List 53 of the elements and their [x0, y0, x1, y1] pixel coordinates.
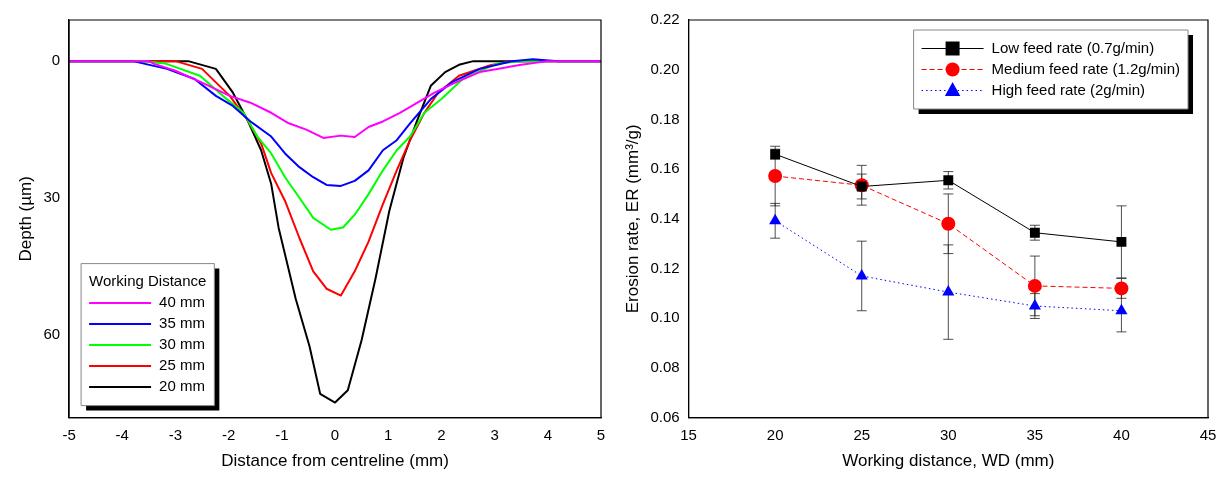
legend-label: 40 mm — [159, 293, 205, 311]
x-tick-label: -4 — [115, 425, 129, 443]
legend-title: Working Distance — [89, 272, 207, 290]
y-tick-label: 0.12 — [650, 258, 680, 276]
y-tick-label: 0.20 — [650, 59, 680, 77]
point — [1027, 278, 1042, 293]
y-tick-label: 0.18 — [650, 109, 680, 127]
x-tick-label: 45 — [1199, 425, 1217, 443]
x-tick-label: 1 — [384, 425, 393, 443]
x-tick-label: 40 — [1113, 425, 1130, 443]
point — [941, 216, 956, 231]
y-axis-title: Depth (µm) — [15, 176, 35, 262]
x-axis-title: Distance from centreline (mm) — [221, 451, 449, 471]
y-tick-label: 0 — [51, 51, 61, 69]
x-tick-label: 35 — [1026, 425, 1044, 443]
x-tick-label: 4 — [543, 425, 552, 443]
y-tick-label: 0.22 — [650, 10, 680, 28]
legend-label: Low feed rate (0.7g/min) — [991, 38, 1155, 56]
point — [942, 285, 955, 296]
x-tick-label: 20 — [766, 425, 784, 443]
x-tick-label: 15 — [680, 425, 697, 443]
x-tick-label: -3 — [168, 425, 183, 443]
x-tick-label: -1 — [275, 425, 289, 443]
legend-label: 20 mm — [159, 377, 205, 395]
y-tick-label: 0.06 — [650, 407, 680, 425]
legend-label: Medium feed rate (1.2g/min) — [991, 59, 1181, 77]
y-tick-label: 0.10 — [650, 308, 680, 326]
legend-label: 25 mm — [159, 356, 205, 374]
legend-label: 35 mm — [159, 314, 205, 332]
point — [943, 175, 954, 186]
x-tick-label: 30 — [939, 425, 957, 443]
x-tick-label: 2 — [437, 425, 446, 443]
x-tick-label: 0 — [330, 425, 340, 443]
y-tick-label: 0.08 — [650, 358, 680, 376]
y-tick-label: 0.16 — [650, 159, 680, 177]
y-axis-title: Erosion rate, ER (mm³/g) — [622, 124, 642, 314]
point — [855, 268, 868, 280]
y-tick-label: 30 — [43, 188, 61, 206]
point — [1028, 299, 1041, 310]
x-tick-label: 5 — [596, 425, 606, 443]
point — [768, 169, 783, 184]
point — [769, 213, 782, 225]
x-tick-label: 3 — [490, 425, 499, 443]
point — [1116, 236, 1127, 247]
y-tick-label: 0.14 — [650, 208, 680, 226]
point — [1115, 303, 1128, 315]
x-tick-label: -5 — [62, 425, 76, 443]
legend-label: 30 mm — [159, 335, 205, 353]
legend-label: High feed rate (2g/min) — [991, 80, 1145, 98]
x-tick-label: -2 — [221, 425, 236, 443]
x-tick-label: 25 — [853, 425, 871, 443]
x-axis-title: Working distance, WD (mm) — [842, 451, 1055, 471]
y-tick-label: 60 — [43, 325, 61, 343]
